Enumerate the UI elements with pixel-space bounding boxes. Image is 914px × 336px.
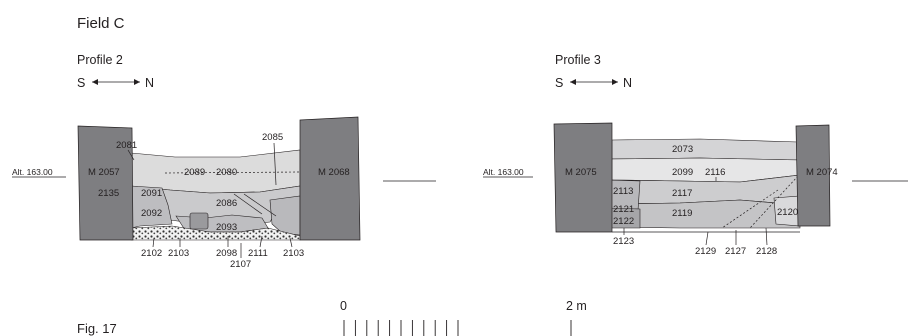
context-label: 2113 [613, 186, 633, 197]
profile-3: Profile 3 S N Alt. 163.00 M 2075 M 2074 … [483, 53, 908, 257]
context-label: 2080 [216, 167, 237, 178]
context-label: 2102 [141, 248, 162, 259]
context-label: 2129 [695, 246, 716, 257]
context-label: 2121 [613, 204, 634, 215]
context-label: 2116 [705, 167, 725, 178]
gravel-layer [130, 225, 301, 241]
context-label: 2103 [168, 248, 189, 259]
figure-caption: Fig. 17 [77, 321, 117, 336]
profile-3-title: Profile 3 [555, 53, 601, 67]
context-label: 2092 [141, 208, 162, 219]
context-label: 2107 [230, 259, 251, 270]
top-layer-2073 [611, 138, 801, 161]
context-label: 2089 [184, 167, 205, 178]
context-label: 2135 [98, 188, 119, 199]
context-label: 2123 [613, 236, 634, 247]
scale-ticks [343, 320, 572, 336]
context-label: 2091 [141, 188, 162, 199]
context-label: 2099 [672, 167, 693, 178]
wall-m2075 [553, 122, 613, 233]
context-label: 2073 [672, 144, 693, 155]
wall-m2074 [795, 124, 831, 227]
context-label: 2103 [283, 248, 304, 259]
north-label: N [623, 76, 632, 90]
profile-2: Profile 2 S N Alt. 163.00 M 2057 M 2068 … [12, 53, 436, 270]
context-label: 2111 [248, 248, 268, 259]
scale-start-label: 0 [340, 299, 347, 313]
wall-label-m2068: M 2068 [318, 167, 350, 178]
right-fill-layer [269, 195, 301, 236]
profile-2-altitude: Alt. 163.00 [12, 167, 53, 177]
context-label: 2119 [672, 208, 692, 219]
context-label: 2085 [262, 132, 283, 143]
profile-2-title: Profile 2 [77, 53, 123, 67]
profile-2-orientation-arrow: S N [77, 76, 154, 90]
south-label: S [555, 76, 563, 90]
north-label: N [145, 76, 154, 90]
context-label: 2093 [216, 222, 237, 233]
wall-label-m2057: M 2057 [88, 167, 120, 178]
context-label: 2081 [116, 140, 137, 151]
context-label: 2127 [725, 246, 746, 257]
double-arrow-icon [92, 79, 140, 85]
south-label: S [77, 76, 85, 90]
wall-m2068 [299, 116, 361, 241]
context-label: 2120 [777, 207, 798, 218]
wall-label-m2075: M 2075 [565, 167, 597, 178]
context-label: 2117 [672, 188, 692, 199]
context-label: 2122 [613, 216, 634, 227]
profile-3-altitude: Alt. 163.00 [483, 167, 524, 177]
stone-block [189, 212, 209, 230]
context-label: 2128 [756, 246, 777, 257]
field-heading: Field C [77, 15, 125, 32]
wall-label-m2074: M 2074 [806, 167, 838, 178]
wall-m2057 [77, 125, 134, 241]
context-label: 2098 [216, 248, 237, 259]
scale-bar: 0 2 m [340, 299, 587, 336]
scale-end-label: 2 m [566, 299, 587, 313]
profile-3-orientation-arrow: S N [555, 76, 632, 90]
context-label: 2086 [216, 198, 237, 209]
